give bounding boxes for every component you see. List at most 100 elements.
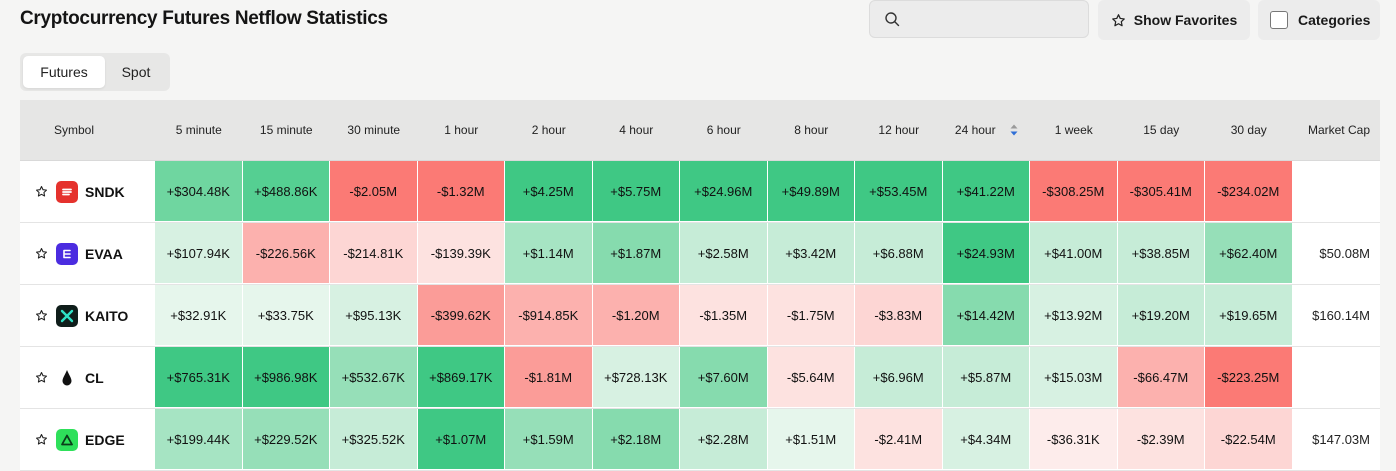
star-icon[interactable] xyxy=(35,185,48,198)
netflow-cell: +$62.40M xyxy=(1205,223,1293,284)
search-icon xyxy=(885,12,900,27)
netflow-cell: -$3.83M xyxy=(855,285,943,346)
column-header-30-day[interactable]: 30 day xyxy=(1230,123,1267,137)
netflow-cell: +$4.34M xyxy=(942,409,1030,470)
table-row[interactable]: EVAA +$107.94K -$226.56K -$214.81K -$139.39K… xyxy=(20,223,1380,285)
column-header-4-hour[interactable]: 4 hour xyxy=(619,123,654,137)
netflow-cell: +$1.07M xyxy=(417,409,505,470)
netflow-cell: +$5.75M xyxy=(592,161,680,222)
netflow-cell: -$139.39K xyxy=(417,223,505,284)
star-icon xyxy=(1111,13,1125,26)
star-icon[interactable] xyxy=(35,247,48,260)
netflow-cell: -$2.39M xyxy=(1117,409,1205,470)
symbol-cell: CL xyxy=(20,347,155,408)
market-cap-cell: $50.08M xyxy=(1292,223,1380,284)
netflow-cell: -$1.81M xyxy=(505,347,593,408)
categories-button[interactable]: Categories xyxy=(1258,0,1380,40)
search-box[interactable] xyxy=(869,0,1089,38)
column-header-symbol[interactable]: Symbol xyxy=(54,123,95,137)
netflow-cell: +$95.13K xyxy=(330,285,418,346)
evaa-logo xyxy=(56,242,78,265)
symbol-name[interactable]: CL xyxy=(85,369,104,386)
netflow-cell: +$2.58M xyxy=(680,223,768,284)
netflow-cell: -$36.31K xyxy=(1030,409,1118,470)
netflow-cell: +$869.17K xyxy=(417,347,505,408)
netflow-cell: -$2.05M xyxy=(330,161,418,222)
table-row[interactable]: CL +$765.31K +$986.98K +$532.67K +$869.17K -$… xyxy=(20,347,1380,409)
netflow-cell: +$49.89M xyxy=(767,161,855,222)
column-header-30-minute[interactable]: 30 minute xyxy=(347,123,401,137)
market-type-tabs: Futures Spot xyxy=(20,53,170,91)
netflow-cell: +$15.03M xyxy=(1030,347,1118,408)
netflow-cell: +$488.86K xyxy=(242,161,330,222)
tab-spot[interactable]: Spot xyxy=(121,64,151,80)
netflow-cell: +$532.67K xyxy=(330,347,418,408)
netflow-cell: +$199.44K xyxy=(155,409,243,470)
netflow-cell: -$1.75M xyxy=(767,285,855,346)
column-header-8-hour[interactable]: 8 hour xyxy=(794,123,829,137)
netflow-cell: -$1.20M xyxy=(592,285,680,346)
netflow-cell: +$765.31K xyxy=(155,347,243,408)
netflow-cell: -$5.64M xyxy=(767,347,855,408)
netflow-cell: +$19.65M xyxy=(1205,285,1293,346)
kaito-logo xyxy=(56,304,78,327)
market-cap-cell: $147.03M xyxy=(1292,409,1380,470)
show-favorites-button[interactable]: Show Favorites xyxy=(1098,0,1250,40)
netflow-cell: +$4.25M xyxy=(505,161,593,222)
netflow-cell: +$229.52K xyxy=(242,409,330,470)
column-header-2-hour[interactable]: 2 hour xyxy=(531,123,566,137)
symbol-cell: KAITO xyxy=(20,285,155,346)
symbol-name[interactable]: KAITO xyxy=(85,307,129,324)
netflow-cell: +$33.75K xyxy=(242,285,330,346)
column-header-12-hour[interactable]: 12 hour xyxy=(878,123,920,137)
netflow-cell: -$214.81K xyxy=(330,223,418,284)
symbol-name[interactable]: EVAA xyxy=(85,245,123,262)
sort-icon xyxy=(1010,124,1018,136)
netflow-table: Symbol 5 minute 15 minute 30 minute 1 ho… xyxy=(20,100,1380,471)
symbol-cell: EVAA xyxy=(20,223,155,284)
netflow-cell: -$66.47M xyxy=(1117,347,1205,408)
tab-futures[interactable]: Futures xyxy=(23,56,105,88)
column-header-6-hour[interactable]: 6 hour xyxy=(706,123,741,137)
netflow-cell: +$14.42M xyxy=(942,285,1030,346)
market-cap-cell xyxy=(1292,347,1380,408)
column-header-5-minute[interactable]: 5 minute xyxy=(175,123,222,137)
netflow-cell: -$399.62K xyxy=(417,285,505,346)
star-icon[interactable] xyxy=(35,371,48,384)
column-header-24-hour-label: 24 hour xyxy=(954,123,996,137)
netflow-cell: +$6.88M xyxy=(855,223,943,284)
show-favorites-label: Show Favorites xyxy=(1133,12,1238,28)
column-header-15-day[interactable]: 15 day xyxy=(1143,123,1180,137)
star-icon[interactable] xyxy=(35,433,48,446)
table-row[interactable]: SNDK +$304.48K +$488.86K -$2.05M -$1.32M +$4.… xyxy=(20,161,1380,223)
symbol-name[interactable]: SNDK xyxy=(85,183,125,200)
column-header-1-week[interactable]: 1 week xyxy=(1054,123,1093,137)
netflow-cell: +$325.52K xyxy=(330,409,418,470)
column-header-24-hour[interactable]: 24 hour xyxy=(943,100,1031,160)
table-row[interactable]: EDGE +$199.44K +$229.52K +$325.52K +$1.07M +$… xyxy=(20,409,1380,471)
search-input[interactable] xyxy=(908,7,1082,33)
symbol-name[interactable]: EDGE xyxy=(85,431,125,448)
netflow-cell: -$234.02M xyxy=(1205,161,1293,222)
netflow-cell: +$1.59M xyxy=(505,409,593,470)
netflow-cell: +$2.18M xyxy=(592,409,680,470)
column-header-market-cap[interactable]: Market Cap xyxy=(1307,123,1370,137)
netflow-cell: -$1.35M xyxy=(680,285,768,346)
column-header-1-hour[interactable]: 1 hour xyxy=(444,123,479,137)
star-icon[interactable] xyxy=(35,309,48,322)
netflow-cell: -$914.85K xyxy=(505,285,593,346)
netflow-cell: +$304.48K xyxy=(155,161,243,222)
netflow-cell: +$24.93M xyxy=(942,223,1030,284)
netflow-cell: +$1.14M xyxy=(505,223,593,284)
market-cap-cell xyxy=(1292,161,1380,222)
netflow-cell: +$41.00M xyxy=(1030,223,1118,284)
market-cap-cell: $160.14M xyxy=(1292,285,1380,346)
table-row[interactable]: KAITO +$32.91K +$33.75K +$95.13K -$399.62K -$… xyxy=(20,285,1380,347)
symbol-cell: SNDK xyxy=(20,161,155,222)
column-header-15-minute[interactable]: 15 minute xyxy=(259,123,313,137)
netflow-cell: +$1.87M xyxy=(592,223,680,284)
netflow-cell: +$41.22M xyxy=(942,161,1030,222)
netflow-cell: +$107.94K xyxy=(155,223,243,284)
netflow-cell: +$728.13K xyxy=(592,347,680,408)
categories-checkbox[interactable] xyxy=(1270,11,1288,29)
